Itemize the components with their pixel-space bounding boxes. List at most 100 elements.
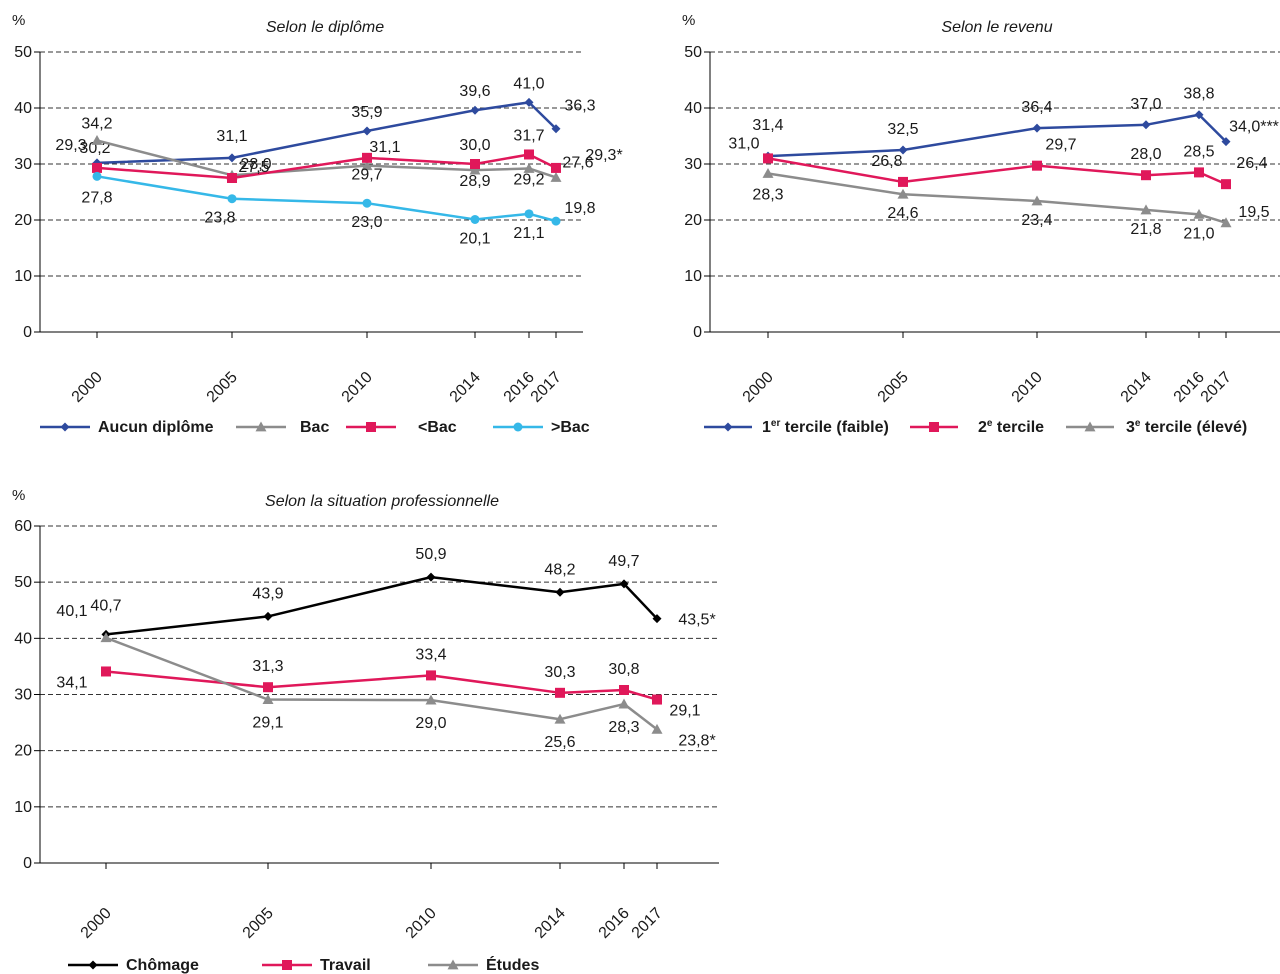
y-tick-label: 10 <box>14 268 32 285</box>
x-tick-label: 2017 <box>528 369 565 406</box>
data-point <box>1031 195 1043 206</box>
data-label: 39,6 <box>459 83 490 100</box>
data-point <box>361 160 373 171</box>
data-point <box>263 682 273 693</box>
data-label: 28,3 <box>608 719 639 736</box>
series-line <box>767 172 1227 224</box>
data-label: 43,9 <box>252 585 283 602</box>
legend-marker <box>282 960 292 970</box>
data-point <box>1220 217 1232 228</box>
data-label: 29,3* <box>585 147 622 164</box>
data-point <box>1193 208 1205 219</box>
y-unit-label: % <box>682 12 695 29</box>
data-point <box>555 687 565 698</box>
data-label: 25,6 <box>544 734 575 751</box>
data-point <box>263 611 273 621</box>
data-point <box>619 579 629 589</box>
legend: Aucun diplôme Bac <Bac >Bac <box>40 419 590 436</box>
data-label: 38,8 <box>1183 86 1214 103</box>
y-tick-label: 30 <box>14 156 32 173</box>
legend-marker <box>88 960 98 970</box>
data-point <box>227 153 237 163</box>
data-label: 29,1 <box>252 715 283 732</box>
data-label: 41,0 <box>513 75 544 92</box>
data-label: 29,0 <box>415 715 446 732</box>
data-label: 29,7 <box>1045 137 1076 154</box>
data-label: 28,0 <box>1130 146 1161 163</box>
data-label: 28,5 <box>1183 143 1214 160</box>
legend-label: >Bac <box>551 419 590 436</box>
data-label: 37,0 <box>1130 96 1161 113</box>
y-tick-label: 10 <box>684 268 702 285</box>
data-point <box>1221 179 1231 190</box>
chart-panel-2: % Selon le revenu 0 10 20 30 40 50 2000 2005 2010 2… <box>682 12 1280 436</box>
data-label: 23,8 <box>204 210 235 227</box>
chart-title: Selon le diplôme <box>266 19 384 36</box>
data-label: 23,8* <box>678 732 715 749</box>
data-label: 36,3 <box>564 98 595 115</box>
data-point <box>555 587 565 597</box>
legend-label: Bac <box>300 419 329 436</box>
data-label: 26,4 <box>1236 155 1267 172</box>
data-point <box>550 171 562 182</box>
data-point <box>92 162 102 173</box>
chart-title: Selon la situation professionnelle <box>265 493 499 510</box>
series-2: 34,2 28,0 29,7 28,9 29,2 27,6 <box>81 115 593 190</box>
y-tick-label: 20 <box>14 212 32 229</box>
data-point <box>469 164 481 175</box>
data-label: 19,5 <box>1238 204 1269 221</box>
data-point <box>470 105 480 115</box>
data-label: 23,0 <box>351 214 382 231</box>
data-label: 29,2 <box>513 171 544 188</box>
y-tick-label: 40 <box>14 630 32 647</box>
series-line <box>96 101 557 165</box>
data-point <box>524 97 534 107</box>
legend-label: Aucun diplôme <box>98 419 214 436</box>
data-point <box>470 159 480 169</box>
data-point <box>651 723 663 734</box>
y-unit-label: % <box>12 487 25 504</box>
data-label: 31,4 <box>752 117 783 134</box>
series-1: 31,4 32,5 36,4 37,0 38,8 34,0*** <box>752 86 1279 161</box>
data-label: 28,0 <box>240 156 271 173</box>
legend-label: Études <box>486 955 539 974</box>
y-tick-label: 40 <box>14 100 32 117</box>
series-4: 27,8 23,8 23,0 20,1 21,1 19,8 <box>81 171 596 247</box>
data-point <box>470 214 480 224</box>
legend-marker <box>1084 421 1096 432</box>
data-point <box>898 176 908 187</box>
data-label: 40,7 <box>90 597 121 614</box>
series-1: 40,7 43,9 50,9 48,2 49,7 43,5* <box>90 546 716 639</box>
data-label: 31,3 <box>252 658 283 675</box>
legend-marker <box>60 422 70 432</box>
series-2: 31,0 26,8 29,7 28,0 28,5 26,4 <box>728 135 1268 190</box>
data-point <box>1032 123 1042 133</box>
data-point <box>1141 120 1151 130</box>
data-point <box>652 694 662 705</box>
data-point <box>101 666 111 677</box>
x-tick-label: 2017 <box>1198 369 1235 406</box>
data-label: 27,8 <box>81 189 112 206</box>
data-point <box>227 194 237 204</box>
data-point <box>426 572 436 582</box>
data-point <box>425 694 437 705</box>
x-tick-label: 2016 <box>596 905 633 942</box>
series-1: 30,2 31,1 35,9 39,6 41,0 36,3 <box>79 75 596 168</box>
legend-label: 1er tercile (faible) <box>762 418 889 436</box>
data-point <box>1141 170 1151 181</box>
y-tick-label: 60 <box>14 518 32 535</box>
y-tick-label: 20 <box>684 212 702 229</box>
data-label: 32,5 <box>887 121 918 138</box>
data-point <box>362 126 372 136</box>
data-point <box>92 171 102 181</box>
data-label: 50,9 <box>415 546 446 563</box>
data-label: 33,4 <box>415 646 446 663</box>
data-point <box>551 124 561 134</box>
series-line <box>105 636 658 731</box>
series-line <box>105 670 658 701</box>
data-label: 29,7 <box>351 167 382 184</box>
data-label: 19,8 <box>564 200 595 217</box>
data-label: 31,1 <box>369 139 400 156</box>
x-tick-label: 2010 <box>1009 369 1046 406</box>
